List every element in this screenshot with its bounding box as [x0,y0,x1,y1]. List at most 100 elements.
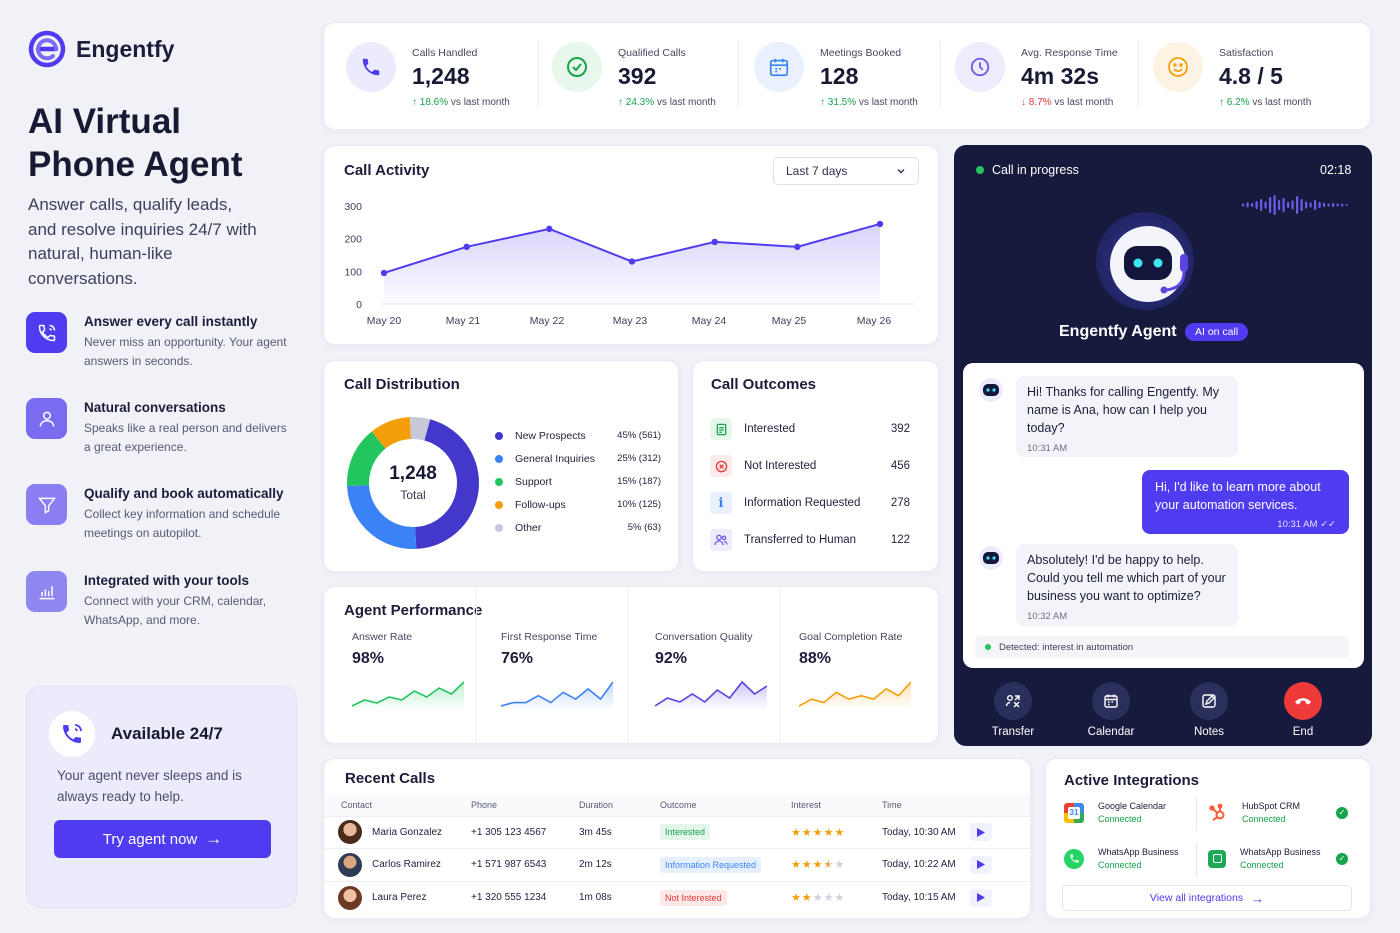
outcome-label: Information Requested [744,497,861,509]
sparkline-line [654,680,768,707]
col-time: Time [882,799,902,810]
call-activity-title: Call Activity [344,162,430,179]
outcome-label: Interested [744,423,796,435]
legend-dot [495,454,503,463]
control-label: Notes [1193,726,1225,738]
feature-title: Answer every call instantly [84,314,258,329]
x-tick-label: May 24 [692,315,727,327]
call-status: Call in progress [992,163,1079,177]
try-agent-button[interactable]: Try agent now → [54,820,271,858]
control-label: End [1292,726,1314,738]
wave-bar [1264,201,1267,209]
perf-value: 92% [655,650,688,667]
stat-qualified-calls: Qualified Calls 392 ↑ 24.3% vs last month [552,22,716,122]
live-dot-icon [976,166,984,174]
integration-name: WhatsApp Business [1098,847,1179,857]
activity-point [380,269,388,277]
legend-value: 5% (63) [627,522,661,533]
detected-intent: Detected: interest in automation [999,641,1134,653]
check-circle-icon: ✓ [1336,852,1348,865]
perf-label: Conversation Quality [655,631,753,643]
integration-status: Connected [1098,860,1142,870]
chart-icon [26,571,67,612]
wave-bar [1291,200,1294,210]
chevron-down-icon [897,169,905,174]
notes-button[interactable]: Notes [1179,682,1239,738]
message-time: 10:31 AM ✓✓ [1277,519,1336,530]
perf-answer-rate: Answer Rate 98% [351,631,472,713]
stat-meetings-booked: Meetings Booked 128 ↑ 31.5% vs last month [754,22,918,122]
perf-sparkline [798,681,912,710]
outcome-row-info-requested: i Information Requested 278 [710,492,910,514]
contact-name: Maria Gonzalez [372,826,443,838]
feature-desc: Connect with your CRM, calendar, WhatsAp… [84,594,267,627]
activity-point [711,238,718,246]
legend-label: Other [515,521,542,534]
hero-subtitle: Answer calls, qualify leads, and resolve… [28,195,257,288]
end-call-button[interactable]: End [1273,682,1333,738]
availability-desc: Your agent never sleeps and is always re… [57,768,242,804]
integration-hubspot[interactable]: HubSpot CRM Connected ✓ [1208,801,1358,824]
distribution-total: 1,248 [389,463,437,484]
call-timer: 02:18 [1320,163,1352,177]
user-icon [26,398,67,439]
legend-dot [495,431,503,440]
wave-bar [1314,200,1317,210]
table-row[interactable]: Maria Gonzalez +1 305 123 4567 3m 45s In… [324,815,1030,849]
x-tick-label: May 20 [367,315,402,327]
table-row[interactable]: Laura Perez +1 320 555 1234 1m 08s Not I… [324,880,1030,914]
transfer-button[interactable]: Transfer [983,682,1043,738]
contact-name: Carlos Ramirez [372,859,441,871]
perf-sparkline [351,681,465,710]
agent-name: Engentfy Agent [1059,323,1177,340]
integration-name: WhatsApp Business [1240,847,1321,857]
whatsapp-icon [1064,848,1084,869]
stat-value: 1,248 [412,63,470,89]
integration-whatsapp-business[interactable]: WhatsApp Business Connected ✓ [1208,847,1358,870]
control-label: Calendar [1087,726,1135,738]
sparkline-area [799,682,911,710]
play-recording-button[interactable] [970,855,992,874]
stat-value: 4.8 / 5 [1219,63,1283,89]
integration-status: Connected [1098,814,1142,824]
wave-bar [1327,203,1330,207]
x-tick-label: May 21 [446,315,481,327]
range-value: Last 7 days [786,164,848,178]
wave-bar [1273,195,1276,215]
phone: +1 305 123 4567 [471,815,579,849]
calendar-icon [754,42,804,92]
smile-icon [1153,42,1203,92]
integrations-card: Active Integrations 31 Google Calendar Co… [1045,758,1371,919]
voice-wave-icon [1242,195,1348,215]
brand-logo[interactable]: Engentfy [28,30,174,68]
transfer-icon [994,682,1032,720]
call-outcomes-card: Call Outcomes Interested 392 Not Interes… [692,360,939,572]
activity-point [628,258,636,265]
integration-google-calendar[interactable]: 31 Google Calendar Connected [1064,801,1194,824]
outcome-badge: Interested [660,824,711,841]
table-row[interactable]: Carlos Ramirez +1 571 987 6543 2m 12s In… [324,848,1030,881]
brand-name: Engentfy [76,35,175,62]
legend-item: Follow-ups 10% (125) [495,493,661,516]
legend-label: General Inquiries [515,452,595,465]
integration-whatsapp[interactable]: WhatsApp Business Connected [1064,847,1194,870]
detected-intent-bar: Detected: interest in automation [975,636,1349,658]
wave-bar [1278,200,1281,210]
availability-card: Available 24/7 Your agent never sleeps a… [26,686,297,908]
users-icon [710,529,732,551]
play-recording-button[interactable] [970,888,992,907]
avatar [338,820,362,845]
play-recording-button[interactable] [970,823,992,842]
distribution-title: Call Distribution [344,376,460,393]
view-all-integrations-link[interactable]: View all integrations → [1062,885,1352,911]
outcome-value: 392 [890,423,910,435]
range-select[interactable]: Last 7 days [773,157,919,185]
message-time: 10:32 AM [1027,611,1068,622]
calendar-button[interactable]: Calendar [1081,682,1141,738]
hero-title: AI Virtual Phone Agent [28,102,243,184]
feature-desc: Never miss an opportunity. Your agent an… [84,335,287,368]
feature-natural-conversations: Natural conversations Speaks like a real … [26,398,296,457]
y-tick-label: 0 [356,299,362,311]
feature-title: Qualify and book automatically [84,486,284,501]
call-time: Today, 10:22 AM [882,848,970,881]
